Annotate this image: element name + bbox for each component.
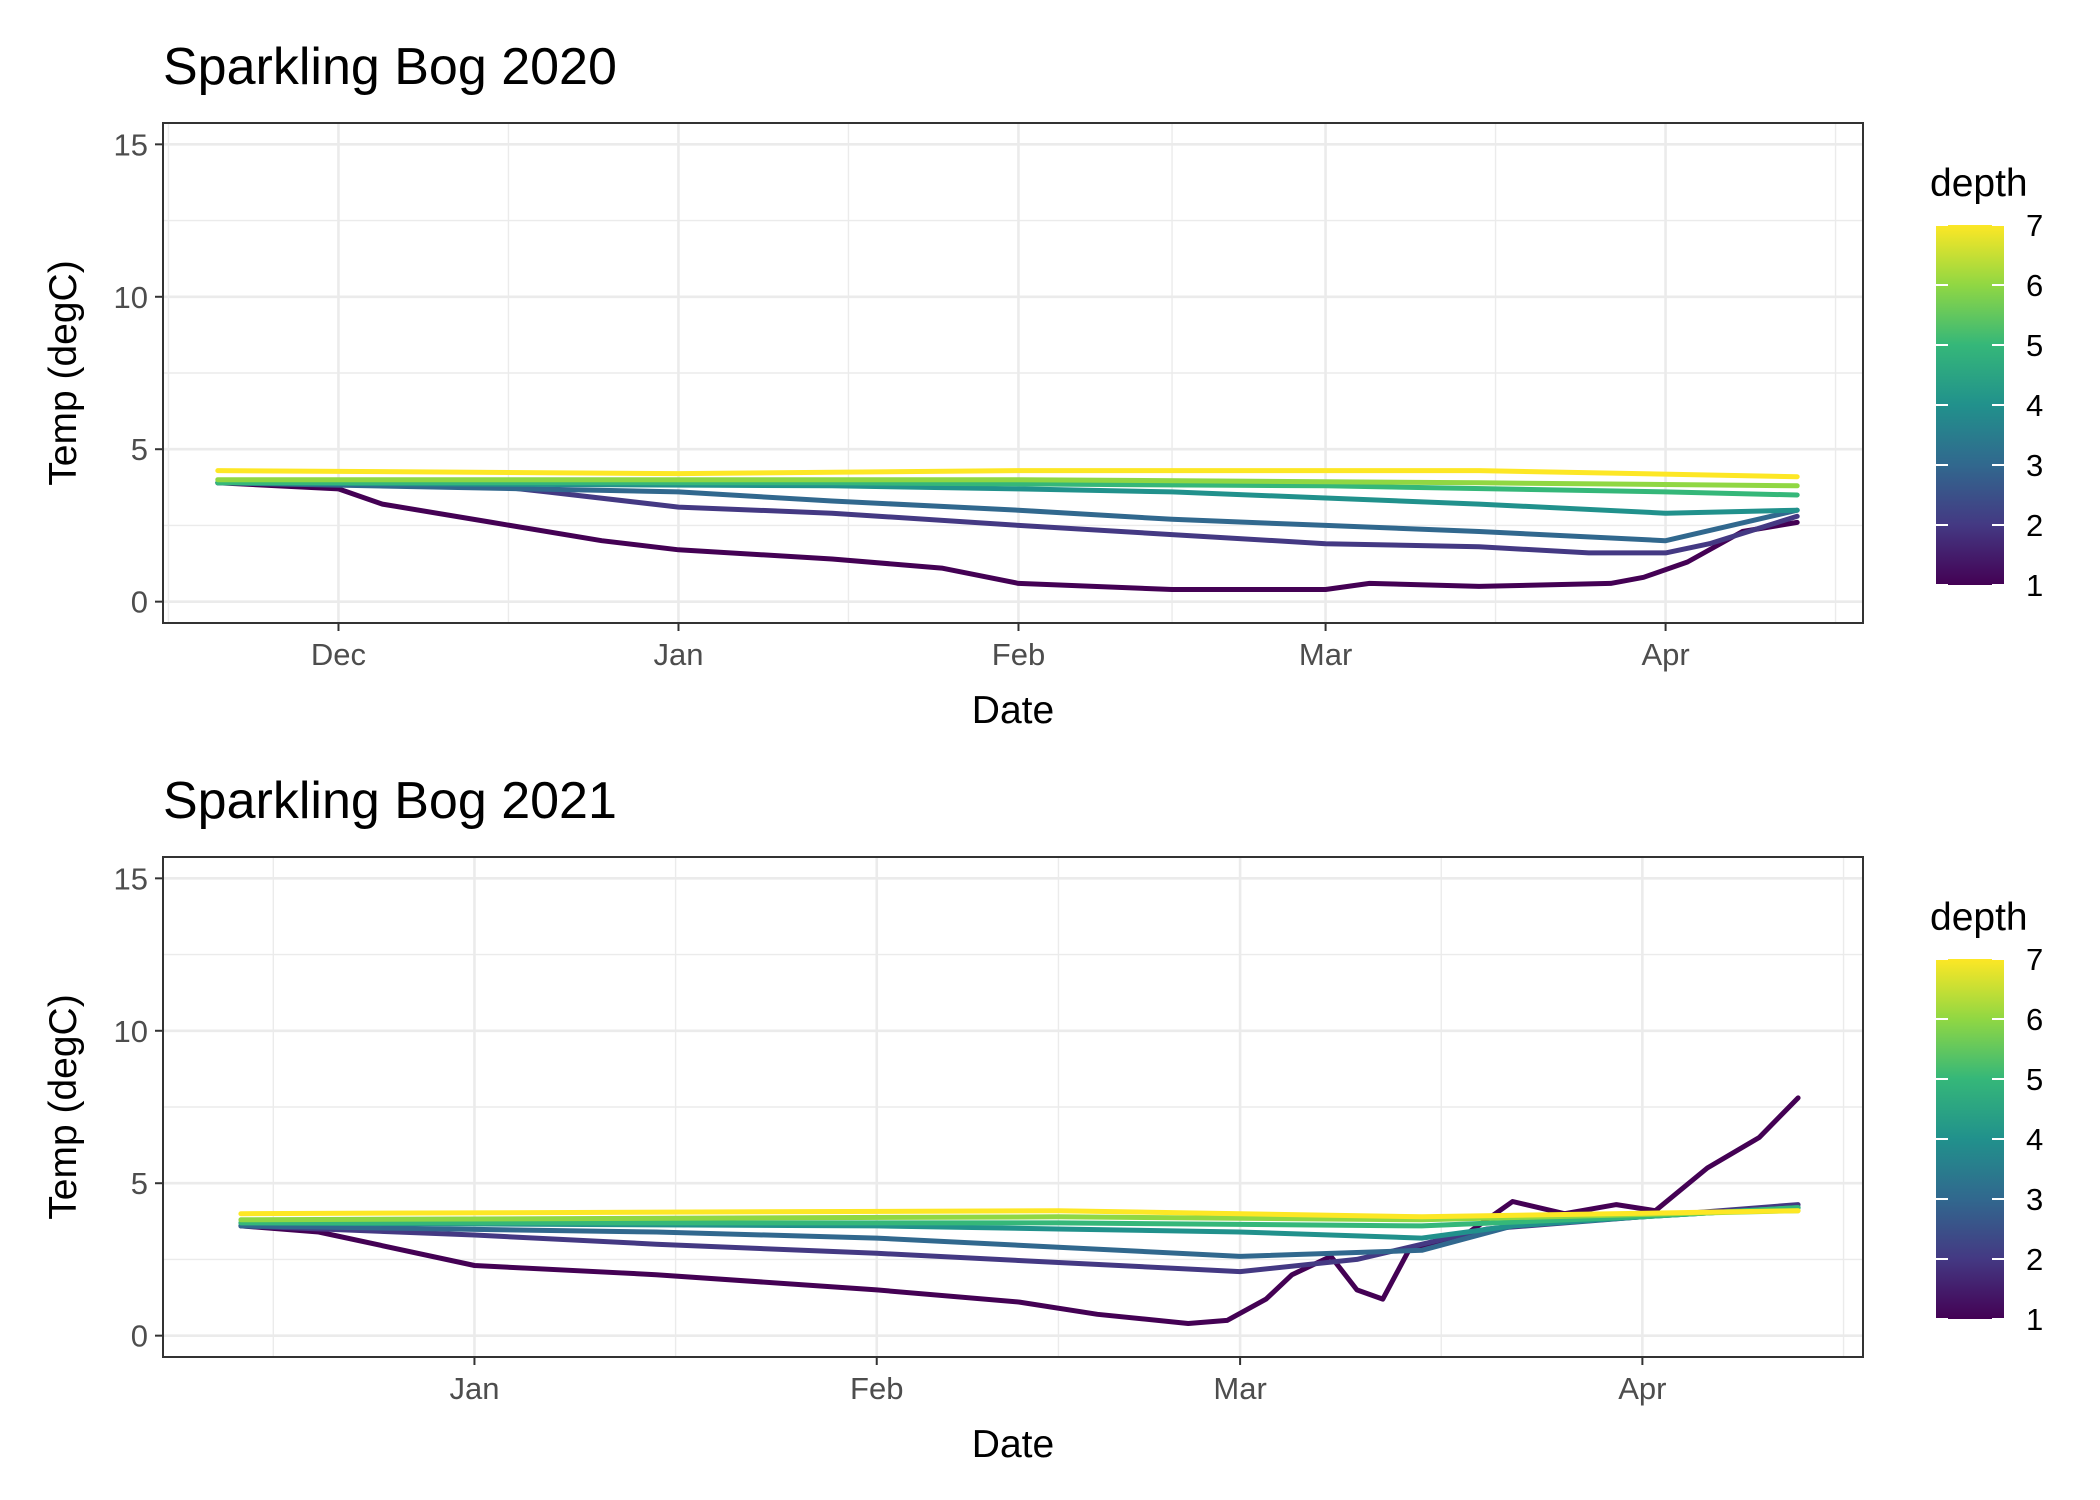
legend: depth 7 6 5 4 3 2 1 bbox=[1930, 162, 2043, 603]
legend-labels: 7 6 5 4 3 2 1 bbox=[1936, 208, 2043, 603]
panel-title: Sparkling Bog 2020 bbox=[163, 38, 617, 96]
legend-label: 5 bbox=[2026, 328, 2043, 363]
legend-label: 1 bbox=[2026, 568, 2043, 603]
y-tick-label: 5 bbox=[131, 432, 148, 467]
y-axis-title: Temp (degC) bbox=[42, 994, 85, 1219]
plot-lines bbox=[238, 1095, 1801, 1326]
legend-label: 4 bbox=[2026, 388, 2043, 423]
y-axis-ticks: 0 5 10 15 bbox=[114, 127, 163, 620]
series-line-depth-1 bbox=[215, 480, 1800, 592]
x-tick-label: Mar bbox=[1213, 1371, 1266, 1406]
gridlines bbox=[163, 123, 1863, 623]
series-line-depth-4 bbox=[215, 480, 1800, 516]
y-axis-ticks: 0 5 10 15 bbox=[114, 861, 163, 1354]
y-tick-label: 10 bbox=[114, 1014, 148, 1049]
x-tick-label: Feb bbox=[850, 1371, 903, 1406]
plot-lines bbox=[215, 468, 1800, 592]
series-line-depth-7 bbox=[238, 1208, 1801, 1220]
legend-label: 2 bbox=[2026, 1242, 2043, 1277]
legend-title: depth bbox=[1930, 896, 2028, 939]
plot-border bbox=[162, 122, 1864, 624]
y-tick-label: 15 bbox=[114, 127, 148, 162]
y-tick-label: 0 bbox=[131, 1319, 148, 1354]
plot-border bbox=[162, 856, 1864, 1358]
y-tick-label: 0 bbox=[131, 585, 148, 620]
legend: depth 7 6 5 4 3 2 1 bbox=[1930, 896, 2043, 1337]
x-tick-label: Jan bbox=[653, 637, 703, 672]
panel-title: Sparkling Bog 2021 bbox=[163, 772, 617, 830]
series-line-depth-7 bbox=[215, 468, 1800, 480]
x-tick-label: Jan bbox=[449, 1371, 499, 1406]
x-axis-ticks: Jan Feb Mar Apr bbox=[449, 1357, 1667, 1406]
x-tick-label: Apr bbox=[1641, 637, 1689, 672]
legend-label: 6 bbox=[2026, 1002, 2043, 1037]
y-tick-label: 5 bbox=[131, 1166, 148, 1201]
x-tick-label: Feb bbox=[992, 637, 1045, 672]
x-tick-label: Mar bbox=[1299, 637, 1352, 672]
y-tick-label: 15 bbox=[114, 861, 148, 896]
x-axis-title: Date bbox=[972, 689, 1054, 732]
legend-label: 7 bbox=[2026, 208, 2043, 243]
legend-label: 6 bbox=[2026, 268, 2043, 303]
series-line-depth-5 bbox=[215, 480, 1800, 498]
x-axis-title: Date bbox=[972, 1423, 1054, 1466]
series-line-depth-3 bbox=[215, 480, 1800, 544]
legend-label: 4 bbox=[2026, 1122, 2043, 1157]
legend-labels: 7 6 5 4 3 2 1 bbox=[1936, 942, 2043, 1337]
legend-label: 5 bbox=[2026, 1062, 2043, 1097]
legend-label: 1 bbox=[2026, 1302, 2043, 1337]
legend-label: 3 bbox=[2026, 448, 2043, 483]
legend-label: 7 bbox=[2026, 942, 2043, 977]
series-line-depth-6 bbox=[215, 477, 1800, 489]
y-tick-label: 10 bbox=[114, 280, 148, 315]
series-line-depth-2 bbox=[215, 480, 1800, 556]
y-axis-title: Temp (degC) bbox=[42, 260, 85, 485]
legend-label: 3 bbox=[2026, 1182, 2043, 1217]
series-line-depth-1 bbox=[238, 1095, 1801, 1326]
x-tick-label: Dec bbox=[311, 637, 366, 672]
legend-title: depth bbox=[1930, 162, 2028, 205]
x-tick-label: Apr bbox=[1618, 1371, 1666, 1406]
x-axis-ticks: Dec Jan Feb Mar Apr bbox=[311, 623, 1690, 672]
legend-label: 2 bbox=[2026, 508, 2043, 543]
